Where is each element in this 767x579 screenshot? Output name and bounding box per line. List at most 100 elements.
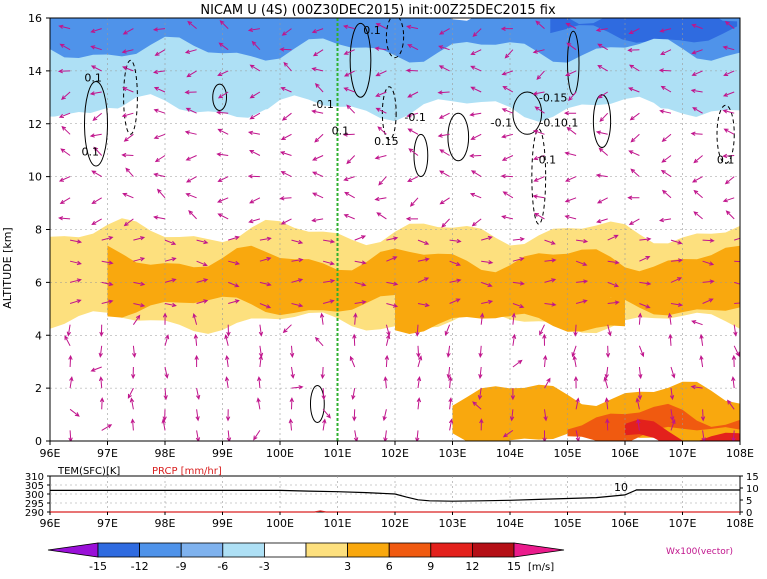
wind-vector: [628, 150, 640, 156]
wind-vector: [565, 176, 577, 182]
wind-vector: [472, 28, 482, 37]
wind-vector: [228, 281, 240, 288]
colorbar-label: 3: [344, 560, 351, 573]
wind-vector: [469, 192, 482, 199]
wind-vector: [502, 429, 514, 438]
wind-vector: [731, 430, 736, 441]
wind-vector: [670, 239, 683, 245]
wind-vector: [533, 176, 545, 182]
wind-vector: [470, 86, 482, 93]
y-axis: 0 2 4 6 8 10 12 14 16: [28, 12, 50, 448]
wind-vector: [196, 278, 209, 283]
subplot-y-tick-label: 300: [25, 490, 44, 501]
wind-vector: [152, 69, 166, 75]
contour-line: [447, 112, 470, 162]
wind-vector: [91, 218, 102, 225]
wind-vector: [670, 302, 684, 307]
x-tick-label: 102E: [381, 447, 409, 460]
wind-vector: [98, 345, 103, 358]
wind-vector: [627, 47, 640, 53]
wind-vector: [101, 424, 113, 431]
wind-vector: [604, 366, 609, 380]
wind-vector: [312, 171, 324, 178]
wind-vector: [512, 303, 525, 309]
wind-vector: [59, 43, 71, 51]
wind-vector: [375, 70, 387, 77]
wind-vector: [599, 112, 609, 123]
wind-vector: [544, 258, 557, 263]
wind-vector: [129, 397, 135, 410]
legend-tem: TEM(SFC)[K]: [57, 466, 120, 477]
wind-vector: [597, 91, 608, 99]
contour-line: [592, 94, 612, 149]
subplot-x-tick-label: 102E: [381, 517, 409, 530]
wind-vector: [405, 216, 419, 221]
wind-vector: [70, 239, 83, 244]
wind-vector: [500, 173, 513, 179]
wind-vector: [512, 257, 525, 262]
main-plot: 0.10.10.1-0.10.10.15-0.1-0.15-0.1 -0.10.1…: [28, 12, 754, 460]
wind-vector: [256, 397, 261, 410]
wind-vector: [722, 197, 735, 203]
subplot-x-tick-label: 108E: [726, 517, 754, 530]
wind-vector: [659, 28, 672, 33]
legend-prcp: PRCP [mm/hr]: [152, 466, 222, 477]
wind-vector: [101, 236, 114, 241]
wind-vector: [194, 354, 199, 367]
wind-vector: [226, 324, 231, 337]
subplot-x-tick-label: 98E: [155, 517, 176, 530]
wind-vector: [343, 24, 355, 30]
wind-vector: [438, 112, 450, 119]
wind-vector: [354, 300, 367, 305]
wind-vector: [127, 387, 134, 399]
wind-vector: [691, 70, 703, 76]
wind-vector: [312, 49, 324, 57]
wind-vector: [504, 49, 514, 59]
wind-vector: [702, 238, 715, 243]
wind-vector: [658, 68, 672, 73]
wind-vector: [534, 106, 545, 114]
x-tick-label: 96E: [40, 447, 61, 460]
wind-vector: [69, 299, 82, 304]
wind-vector: [628, 87, 640, 93]
x-tick-label: 100E: [266, 447, 294, 460]
wind-vector: [249, 91, 261, 99]
wind-vector: [501, 108, 514, 114]
contour-line: [212, 83, 228, 112]
wind-vector: [247, 27, 260, 32]
wind-vector: [133, 303, 146, 308]
colorbar-cell: [263, 542, 307, 558]
wind-vector: [637, 388, 643, 401]
wind-vector: [90, 28, 102, 33]
wind-vector: [217, 128, 229, 135]
wind-vector: [89, 133, 102, 138]
wind-vector: [353, 312, 358, 325]
colorbar-cell: [430, 542, 473, 558]
wind-vector: [630, 168, 640, 177]
wind-vector: [351, 388, 356, 401]
wind-vector: [693, 189, 703, 199]
wind-vector: [153, 215, 166, 220]
wind-vector: [289, 397, 294, 410]
wind-vector: [291, 257, 304, 263]
wind-vector: [417, 302, 430, 308]
wind-vector: [60, 148, 71, 156]
wind-vector: [291, 239, 304, 245]
wind-vector: [639, 281, 652, 286]
wind-vector: [405, 68, 419, 73]
y-tick-label: 6: [35, 276, 42, 289]
wind-vector: [699, 333, 704, 346]
wind-vector: [449, 260, 461, 266]
wind-vector: [448, 376, 453, 389]
wind-vector: [164, 257, 177, 262]
wind-vector: [185, 193, 197, 199]
wind-vector: [534, 212, 545, 220]
wind-vector: [184, 90, 197, 95]
wind-vector: [153, 172, 166, 178]
wind-vector: [571, 345, 577, 358]
wind-vector: [731, 376, 736, 389]
y-tick-label: 4: [35, 329, 42, 342]
subplot-x-axis: 96E 97E 98E 99E 100E 101E 102E 103E 104E 105E 106E…: [40, 512, 754, 530]
wind-vector: [289, 345, 295, 358]
